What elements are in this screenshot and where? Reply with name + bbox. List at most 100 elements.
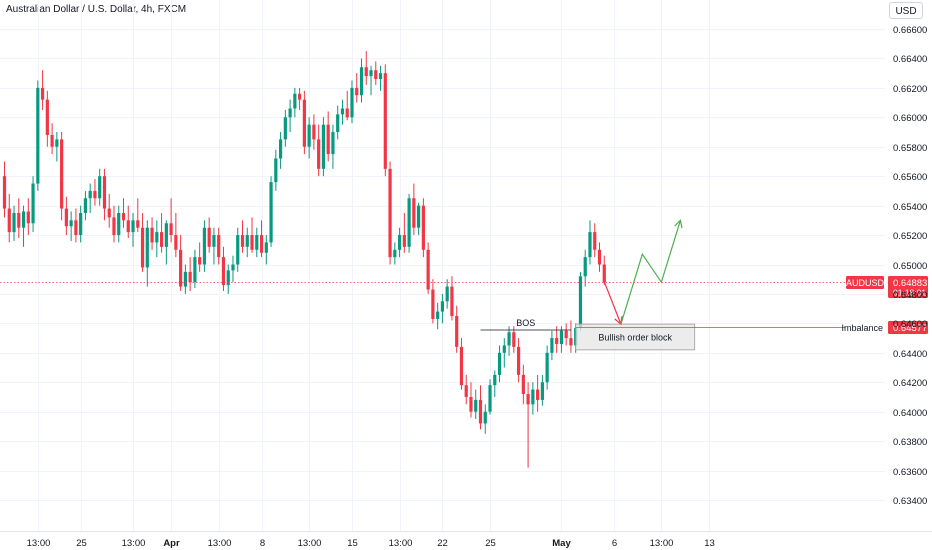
candle-body <box>317 139 321 169</box>
candle-body <box>550 338 554 353</box>
candle-body <box>79 212 83 236</box>
candle-body <box>36 87 40 184</box>
candle-body <box>107 208 111 218</box>
bos-label: BOS <box>516 318 535 328</box>
candle-body <box>183 271 187 287</box>
candle-body <box>298 93 302 100</box>
candle-body <box>221 257 226 286</box>
candle-body <box>455 316 459 347</box>
candle-body <box>559 330 564 344</box>
candle-body <box>326 124 330 155</box>
candle-body <box>45 99 49 135</box>
price-tick-label: 0.65200 <box>893 231 927 242</box>
candle-body <box>440 301 445 312</box>
candle-body <box>555 338 559 344</box>
candle-body <box>497 352 502 375</box>
time-tick-label: 8 <box>260 538 265 549</box>
candle-body <box>431 289 435 319</box>
order-block-zone <box>575 323 696 351</box>
price-tick-label: 0.64000 <box>893 408 927 419</box>
time-tick-label: 13:00 <box>389 538 413 549</box>
candle-body <box>21 211 26 228</box>
candle-body <box>307 124 311 147</box>
green-arrow-head <box>674 219 683 229</box>
candle-body <box>521 374 525 395</box>
price-tick-label: 0.66400 <box>893 54 927 65</box>
candle-body <box>450 286 454 317</box>
price-tick-label: 0.65400 <box>893 202 927 213</box>
candle-body <box>207 227 211 247</box>
candle-body <box>264 242 268 253</box>
annotations: Bullish order block BOS AUDUSD 0.6488301:18… <box>0 219 928 351</box>
candle-body <box>578 276 583 328</box>
candle-body <box>202 227 207 265</box>
time-tick-label: 13:00 <box>27 538 51 549</box>
candle-body <box>17 212 21 228</box>
candle-body <box>255 235 259 250</box>
candle-body <box>69 220 73 227</box>
imbalance-price-tag <box>888 321 928 334</box>
candle-body <box>302 99 306 147</box>
price-tick-label: 0.64600 <box>893 319 927 330</box>
candle-body <box>226 270 230 286</box>
candle-body <box>140 227 145 268</box>
currency-button[interactable]: USD <box>889 2 923 19</box>
candle-body <box>240 235 245 247</box>
candle-body <box>83 198 88 213</box>
candle-body <box>483 411 487 424</box>
price-tag <box>888 276 928 298</box>
time-tick-label: 15 <box>347 538 358 549</box>
candle-body <box>2 176 7 209</box>
price-tick-label: 0.66200 <box>893 84 927 95</box>
candle-body <box>588 232 592 258</box>
candle-body <box>602 264 606 283</box>
price-tick-label: 0.63600 <box>893 467 927 478</box>
candle-body <box>231 264 235 271</box>
grid-lines <box>0 0 885 531</box>
candle-body <box>131 220 135 233</box>
chart-title: Australian Dollar / U.S. Dollar, 4h, FXC… <box>6 4 187 15</box>
candle-body <box>469 396 473 412</box>
candle-body <box>459 346 464 386</box>
candle-body <box>212 235 216 247</box>
candle-body <box>217 235 221 258</box>
candle-body <box>112 217 116 236</box>
candle-body <box>236 235 240 265</box>
candle-body <box>64 208 68 227</box>
candle-body <box>60 139 64 209</box>
price-axis[interactable]: 0.66600 0.66400 0.66200 0.66000 0.65800 0.656… <box>893 25 927 507</box>
candle-body <box>150 227 154 243</box>
candle-body <box>536 389 540 400</box>
price-tick-label: 0.64400 <box>893 349 927 360</box>
candle-body <box>593 232 597 250</box>
candle-body <box>345 108 349 118</box>
candle-body <box>564 330 568 339</box>
candle-body <box>40 87 45 100</box>
candle-body <box>350 87 354 118</box>
imbalance-price-value: 0.64577 <box>893 323 927 334</box>
candle-body <box>174 235 178 250</box>
candle-body <box>12 212 16 233</box>
candle-body <box>193 257 197 283</box>
candle-body <box>145 227 149 268</box>
time-tick-label: 13:00 <box>122 538 146 549</box>
candle-body <box>117 212 121 236</box>
price-tick-label: 0.66600 <box>893 25 927 36</box>
candle-body <box>169 223 173 236</box>
time-tick-label: 13:00 <box>208 538 232 549</box>
candle-body <box>421 205 425 250</box>
candle-body <box>50 134 54 147</box>
candle-body <box>364 67 368 77</box>
price-tick-label: 0.65600 <box>893 172 927 183</box>
candle-body <box>198 257 202 265</box>
candle-body <box>293 93 297 109</box>
imbalance-label-bg <box>845 321 885 334</box>
candle-body <box>288 108 292 118</box>
candle-body <box>331 132 335 155</box>
price-tick-label: 0.65800 <box>893 143 927 154</box>
candle-body <box>388 168 392 258</box>
green-projection-path <box>620 220 681 325</box>
candle-body <box>402 235 406 247</box>
time-axis[interactable]: 13:00 25 13:00 Apr 13:00 8 13:00 15 13:00 22 25 May… <box>27 538 715 549</box>
